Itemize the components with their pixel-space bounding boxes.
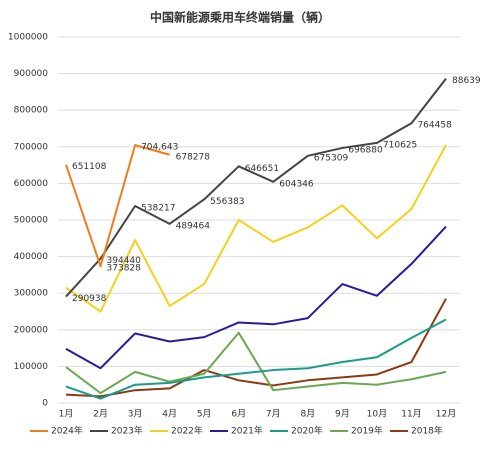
- x-tick-label: 3月: [128, 409, 143, 420]
- y-tick-label: 0: [42, 399, 48, 409]
- legend-label: 2018年: [411, 425, 443, 437]
- x-tick-label: 7月: [266, 409, 281, 420]
- legend-label: 2020年: [291, 425, 323, 437]
- legend-label: 2019年: [351, 425, 383, 437]
- legend-label: 2024年: [51, 425, 83, 437]
- series-line: [65, 77, 447, 298]
- series-line: [65, 225, 447, 370]
- y-tick-label: 1000000: [8, 33, 48, 43]
- y-tick-label: 500000: [14, 216, 49, 226]
- data-label: 394440: [107, 256, 142, 266]
- data-label: 489464: [176, 221, 211, 231]
- data-label: 696880: [348, 145, 383, 155]
- data-label: 764458: [417, 121, 452, 131]
- legend-label: 2022年: [171, 425, 203, 437]
- data-label: 290938: [72, 294, 107, 304]
- x-tick-label: 11月: [401, 409, 421, 420]
- y-tick-label: 600000: [14, 179, 49, 189]
- series-line: [65, 318, 447, 400]
- y-tick-label: 700000: [14, 142, 49, 152]
- y-tick-label: 900000: [14, 69, 49, 79]
- chart-title: 中国新能源乘用车终端销量（辆）: [150, 10, 330, 25]
- legend-label: 2021年: [231, 425, 263, 437]
- data-label: 675309: [314, 153, 349, 163]
- x-tick-label: 2月: [93, 409, 108, 420]
- y-tick-label: 400000: [14, 252, 49, 262]
- y-tick-label: 300000: [14, 289, 49, 299]
- data-label: 704,643: [141, 143, 178, 153]
- data-label: 373828: [107, 264, 142, 274]
- x-tick-label: 5月: [197, 409, 212, 420]
- data-label: 651108: [72, 162, 107, 172]
- y-tick-label: 800000: [14, 106, 49, 116]
- y-tick-label: 100000: [14, 362, 49, 372]
- x-tick-label: 4月: [162, 409, 177, 420]
- x-tick-label: 12月: [436, 409, 456, 420]
- series-line: [65, 298, 447, 398]
- series-line: [65, 331, 447, 395]
- data-label: 710625: [383, 140, 417, 150]
- x-tick-label: 10月: [367, 409, 387, 420]
- data-label: 604346: [279, 179, 314, 189]
- data-label: 646651: [245, 164, 279, 174]
- data-label: 538217: [141, 204, 175, 214]
- data-label: 678278: [176, 152, 211, 162]
- x-tick-label: 6月: [231, 409, 246, 420]
- x-tick-label: 8月: [300, 409, 315, 420]
- legend-label: 2023年: [111, 425, 143, 437]
- series-line: [65, 144, 447, 313]
- x-tick-label: 1月: [59, 409, 74, 420]
- series-line: [65, 144, 170, 268]
- data-label: 886395: [452, 76, 480, 86]
- data-label: 556383: [210, 197, 244, 207]
- y-tick-label: 200000: [14, 325, 49, 335]
- x-tick-label: 9月: [335, 409, 350, 420]
